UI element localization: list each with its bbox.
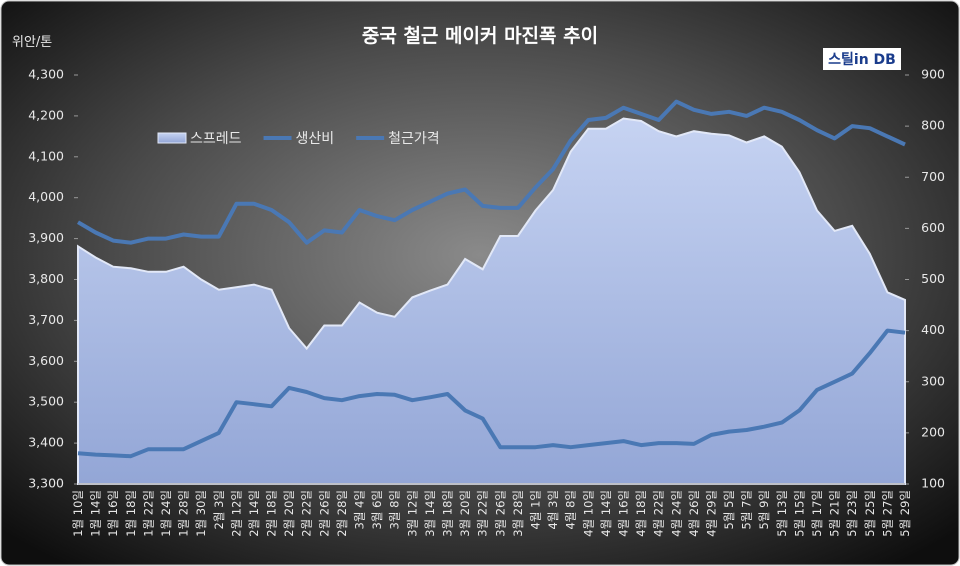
y-tick-label: 4,000 bbox=[28, 189, 64, 204]
x-tick-label: 2월 26일 bbox=[317, 490, 331, 537]
y2-tick-label: 600 bbox=[921, 220, 945, 235]
x-tick-label: 5월 17일 bbox=[810, 490, 824, 537]
x-tick-label: 3월 8일 bbox=[388, 490, 402, 529]
x-tick-label: 1월 18일 bbox=[124, 490, 138, 537]
x-tick-label: 1월 28일 bbox=[177, 490, 191, 537]
x-tick-label: 4월 14일 bbox=[599, 490, 613, 537]
x-tick-label: 2월 12일 bbox=[229, 490, 243, 537]
x-tick-label: 4월 16일 bbox=[617, 490, 631, 537]
y-tick-label: 3,700 bbox=[28, 312, 64, 327]
x-tick-label: 4월 3일 bbox=[546, 490, 560, 529]
x-tick-label: 5월 5일 bbox=[722, 490, 736, 529]
y2-tick-label: 700 bbox=[921, 169, 945, 184]
x-tick-label: 3월 18일 bbox=[441, 490, 455, 537]
logo: 스틸in DB bbox=[828, 52, 896, 68]
y-tick-label: 3,900 bbox=[28, 230, 64, 245]
chart-title: 중국 철근 메이커 마진폭 추이 bbox=[362, 25, 598, 47]
x-tick-label: 5월 7일 bbox=[740, 490, 754, 529]
x-tick-label: 5월 13일 bbox=[775, 490, 789, 537]
x-tick-label: 5월 25일 bbox=[863, 490, 877, 537]
x-tick-label: 3월 12일 bbox=[405, 490, 419, 537]
x-tick-label: 3월 20일 bbox=[458, 490, 472, 537]
y-axis-label: 위안/톤 bbox=[12, 35, 52, 50]
x-tick-label: 3월 22일 bbox=[476, 490, 490, 537]
x-tick-label: 1월 22일 bbox=[141, 490, 155, 537]
legend-swatch bbox=[157, 132, 187, 144]
x-tick-label: 4월 22일 bbox=[652, 490, 666, 537]
y-tick-label: 3,300 bbox=[28, 476, 64, 491]
x-tick-label: 2월 14일 bbox=[247, 490, 261, 537]
x-tick-label: 2월 18일 bbox=[265, 490, 279, 537]
x-tick-label: 5월 15일 bbox=[792, 490, 806, 537]
y-tick-label: 4,300 bbox=[28, 67, 64, 82]
legend-label: 생산비 bbox=[296, 131, 335, 147]
x-tick-label: 5월 9일 bbox=[757, 490, 771, 529]
y-tick-label: 3,500 bbox=[28, 394, 64, 409]
y2-tick-label: 800 bbox=[921, 118, 945, 133]
x-tick-label: 4월 26일 bbox=[687, 490, 701, 537]
x-tick-label: 1월 30일 bbox=[194, 490, 208, 537]
x-tick-label: 2월 3일 bbox=[212, 490, 226, 529]
line bbox=[77, 328, 906, 459]
y2-tick-label: 300 bbox=[921, 373, 945, 388]
x-tick-label: 2월 28일 bbox=[335, 490, 349, 537]
y-tick-label: 3,400 bbox=[28, 435, 64, 450]
y2-tick-label: 400 bbox=[921, 322, 945, 337]
x-tick-label: 2월 20일 bbox=[282, 490, 296, 537]
y2-tick-label: 200 bbox=[921, 424, 945, 439]
x-tick-label: 4월 24일 bbox=[669, 490, 683, 537]
y-tick-label: 3,800 bbox=[28, 271, 64, 286]
x-tick-label: 5월 27일 bbox=[880, 490, 894, 537]
x-tick-label: 5월 29일 bbox=[898, 490, 912, 537]
x-tick-label: 1월 24일 bbox=[159, 490, 173, 537]
legend-label: 철근가격 bbox=[388, 131, 440, 147]
x-tick-label: 4월 1일 bbox=[529, 490, 543, 529]
y2-tick-label: 100 bbox=[921, 476, 945, 491]
x-tick-label: 4월 10일 bbox=[581, 490, 595, 537]
x-tick-label: 1월 14일 bbox=[89, 490, 103, 537]
y-tick-label: 4,200 bbox=[28, 107, 64, 122]
x-tick-label: 4월 29일 bbox=[704, 490, 718, 537]
logo-box bbox=[823, 48, 901, 70]
legend-label: 스프레드 bbox=[190, 131, 242, 147]
x-tick-label: 3월 28일 bbox=[511, 490, 525, 537]
y2-tick-label: 500 bbox=[921, 271, 945, 286]
x-tick-label: 5월 23일 bbox=[845, 490, 859, 537]
x-tick-label: 1월 10일 bbox=[71, 490, 85, 537]
x-tick-label: 1월 16일 bbox=[106, 490, 120, 537]
x-tick-label: 3월 6일 bbox=[370, 490, 384, 529]
x-tick-label: 3월 26일 bbox=[493, 490, 507, 537]
line bbox=[76, 99, 906, 245]
x-tick-label: 3월 14일 bbox=[423, 490, 437, 537]
x-tick-label: 5월 21일 bbox=[828, 490, 842, 537]
y-tick-label: 3,600 bbox=[28, 353, 64, 368]
x-tick-label: 4월 18일 bbox=[634, 490, 648, 537]
y-tick-label: 4,100 bbox=[28, 148, 64, 163]
x-tick-label: 2월 22일 bbox=[300, 490, 314, 537]
x-tick-label: 4월 8일 bbox=[564, 490, 578, 529]
y2-tick-label: 900 bbox=[921, 67, 945, 82]
x-tick-label: 3월 4일 bbox=[353, 490, 367, 529]
